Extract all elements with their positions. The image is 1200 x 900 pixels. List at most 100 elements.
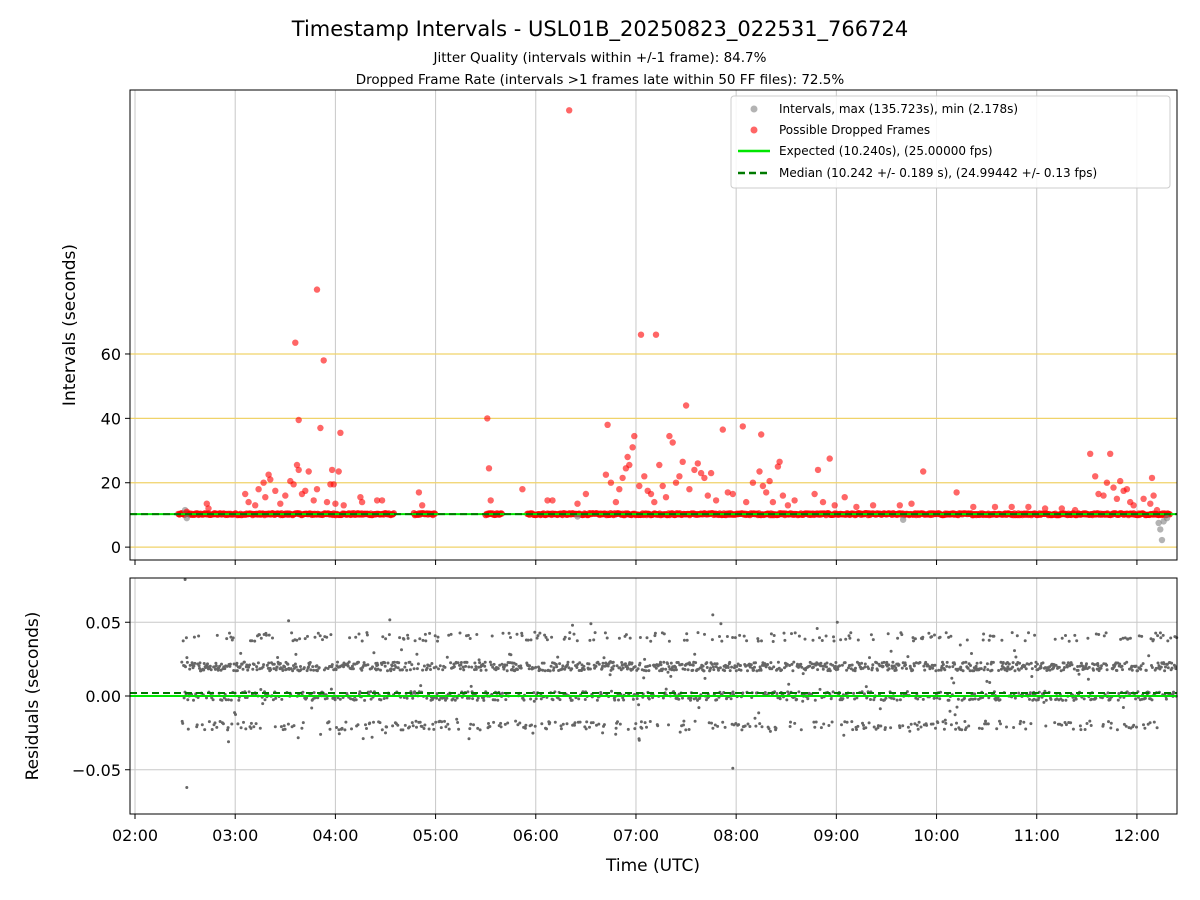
residual-point bbox=[985, 662, 989, 666]
residual-point bbox=[361, 737, 365, 741]
residual-point bbox=[693, 719, 697, 723]
residual-point bbox=[1066, 661, 1070, 665]
residual-point bbox=[974, 664, 978, 668]
residual-point bbox=[456, 661, 460, 665]
legend-intervals-marker bbox=[750, 105, 758, 113]
residual-point bbox=[458, 631, 462, 635]
residual-point bbox=[753, 665, 756, 669]
residual-point bbox=[1041, 661, 1045, 665]
residual-point bbox=[473, 661, 477, 665]
dropped-frame-point bbox=[766, 477, 773, 485]
residual-point bbox=[656, 724, 660, 728]
dropped-frame-point bbox=[484, 415, 491, 422]
residual-point bbox=[299, 668, 303, 672]
dropped-frame-point bbox=[763, 489, 770, 496]
residual-point bbox=[1044, 724, 1048, 728]
residual-point bbox=[855, 696, 859, 700]
residual-point bbox=[589, 622, 593, 626]
residual-point bbox=[943, 668, 947, 672]
residual-point bbox=[1067, 639, 1071, 643]
residual-point bbox=[953, 662, 957, 666]
residual-point bbox=[1172, 691, 1176, 695]
dropped-frame-point bbox=[819, 498, 827, 506]
figure-subtitle-jitter: Jitter Quality (intervals within +/-1 fr… bbox=[433, 50, 767, 66]
residual-point bbox=[932, 696, 936, 700]
residual-point bbox=[1139, 667, 1143, 671]
dropped-frame-point bbox=[656, 461, 663, 469]
residual-point bbox=[1106, 691, 1110, 695]
residual-point bbox=[262, 663, 266, 667]
residual-point bbox=[202, 662, 206, 665]
residual-point bbox=[745, 639, 749, 643]
residual-point bbox=[620, 661, 624, 664]
residual-point bbox=[760, 725, 764, 729]
residual-point bbox=[819, 664, 822, 668]
residual-point bbox=[1152, 720, 1156, 724]
dropped-frame-point bbox=[616, 486, 623, 493]
dropped-frame-point bbox=[704, 492, 711, 499]
residual-point bbox=[1104, 631, 1108, 635]
residual-point bbox=[286, 722, 290, 726]
residual-point bbox=[605, 636, 609, 640]
x-tick-label: 05:00 bbox=[413, 826, 459, 845]
residual-point bbox=[433, 634, 437, 638]
residual-point bbox=[447, 727, 451, 731]
residual-point bbox=[646, 664, 649, 668]
residual-point bbox=[945, 660, 949, 664]
residual-point bbox=[977, 726, 981, 730]
residual-point bbox=[308, 661, 312, 664]
residual-point bbox=[327, 720, 331, 724]
residual-point bbox=[987, 638, 991, 642]
residual-point bbox=[246, 668, 250, 672]
residual-point bbox=[851, 728, 855, 732]
residual-point bbox=[816, 668, 820, 672]
residual-point bbox=[401, 728, 405, 732]
residual-point bbox=[464, 664, 468, 668]
residual-point bbox=[294, 652, 298, 656]
residual-point bbox=[948, 665, 951, 669]
residual-point bbox=[552, 668, 555, 672]
residual-point bbox=[285, 667, 288, 671]
dropped-frame-point bbox=[636, 482, 643, 490]
residual-point bbox=[582, 668, 586, 671]
residual-point bbox=[856, 638, 860, 642]
residual-point bbox=[680, 662, 684, 666]
residual-point bbox=[572, 632, 576, 636]
dropped-frame-point bbox=[682, 402, 690, 409]
residual-point bbox=[975, 661, 979, 665]
residual-point bbox=[505, 669, 509, 673]
residual-point bbox=[501, 631, 505, 635]
residual-point bbox=[973, 692, 977, 696]
residual-point bbox=[570, 667, 574, 671]
residual-point bbox=[718, 635, 721, 638]
residual-point bbox=[883, 726, 887, 730]
residual-point bbox=[1024, 727, 1028, 731]
residual-point bbox=[682, 638, 686, 642]
residual-point bbox=[659, 660, 662, 664]
residual-point bbox=[754, 724, 758, 728]
residual-point bbox=[711, 613, 715, 617]
residual-point bbox=[746, 722, 750, 726]
residual-point bbox=[954, 727, 958, 731]
dropped-frame-point bbox=[953, 489, 960, 496]
residual-point bbox=[416, 662, 420, 666]
residual-point bbox=[410, 663, 414, 667]
residual-point bbox=[1049, 697, 1053, 701]
residual-point bbox=[915, 723, 919, 727]
residual-point bbox=[1154, 666, 1158, 670]
residual-point bbox=[1082, 697, 1086, 701]
residual-point bbox=[195, 723, 199, 727]
residual-point bbox=[788, 664, 792, 667]
residual-point bbox=[1017, 668, 1021, 672]
residual-point bbox=[501, 691, 504, 695]
residual-point bbox=[555, 665, 559, 669]
dropped-frame-point bbox=[920, 468, 927, 475]
residual-point bbox=[983, 665, 987, 669]
residual-point bbox=[259, 688, 263, 691]
dropped-frame-point bbox=[357, 494, 364, 501]
residual-point bbox=[272, 667, 276, 671]
dropped-frame-point bbox=[295, 416, 302, 424]
residual-point bbox=[1081, 665, 1085, 669]
residual-point bbox=[1117, 692, 1121, 695]
residual-point bbox=[614, 726, 618, 730]
